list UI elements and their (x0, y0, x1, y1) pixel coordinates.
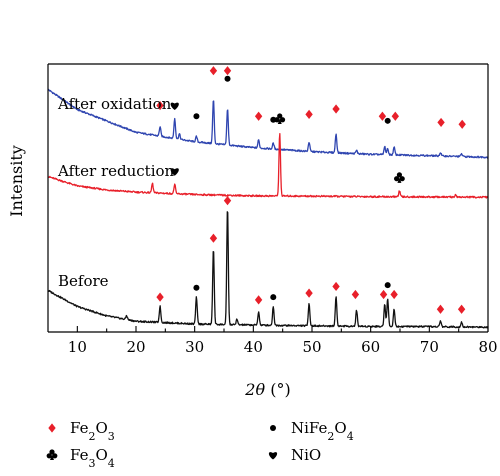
x-axis-title-italic: 2θ (244, 380, 265, 399)
peak-marker-before-fe2o3-13 (457, 304, 466, 314)
peak-marker-before-fe2o3-0 (156, 292, 164, 302)
legend-label-fe2o3: Fe2O3 (70, 419, 115, 443)
legend-label-nife2o4: NiFe2O4 (291, 419, 354, 443)
legend-label-fe2o3-base: Fe (70, 419, 89, 437)
legend-label-nife2o4-base: NiFe (291, 419, 328, 437)
curve-label-before: Before (58, 272, 109, 290)
peak-marker-after-oxidation-fe2o3-4 (223, 66, 232, 76)
peak-marker-after-oxidation-nife2o4-11 (384, 117, 391, 124)
peak-marker-after-oxidation-fe2o3-0 (156, 100, 164, 111)
series-line-before (47, 211, 489, 329)
x-tick-label-60: 60 (361, 338, 380, 356)
peak-marker-before-nife2o4-1 (193, 284, 200, 291)
peak-marker-after-oxidation-nife2o4-2 (193, 113, 200, 120)
peak-marker-after-oxidation-nife2o4-7 (270, 116, 277, 123)
peak-marker-after-oxidation-fe2o3-6 (254, 111, 263, 121)
curve-label-after-oxidation: After oxidation (57, 95, 172, 113)
x-tick-label-30: 30 (185, 338, 204, 356)
x-tick-label-10: 10 (68, 338, 87, 356)
peak-marker-before-nife2o4-9 (384, 282, 391, 289)
legend-label-nio: NiO (291, 446, 321, 464)
x-axis-title: 2θ (°) (244, 380, 290, 399)
peak-marker-after-oxidation-fe2o3-13 (437, 117, 445, 128)
legend-label-fe2o3-sub2: 3 (108, 430, 115, 443)
peak-marker-after-oxidation-fe2o3-10 (378, 111, 387, 121)
curve-label-after-reduction: After reduction (57, 162, 175, 180)
peak-marker-after-oxidation-fe2o3-3 (209, 66, 218, 76)
peak-marker-after-oxidation-nife2o4-5 (224, 75, 231, 82)
legend-label-fe3o4-sub1: 3 (88, 457, 95, 470)
peak-marker-before-fe2o3-6 (305, 288, 313, 298)
peak-marker-before-fe2o3-4 (254, 295, 263, 305)
x-axis-title-unit: (°) (265, 380, 291, 399)
legend-label-nife2o4-mid: O (334, 419, 346, 437)
peak-marker-after-oxidation-fe2o3-12 (391, 111, 399, 121)
peak-marker-before-fe2o3-2 (209, 233, 218, 243)
legend-label-fe2o3-mid: O (95, 419, 107, 437)
peak-marker-before-nife2o4-5 (270, 294, 277, 301)
peak-marker-after-reduction-nio-0 (170, 168, 179, 176)
legend-label-fe3o4-sub2: 4 (108, 457, 115, 470)
x-tick-label-80: 80 (478, 338, 497, 356)
peak-marker-before-fe2o3-3 (223, 196, 232, 206)
legend-label-fe3o4-mid: O (95, 446, 107, 464)
peak-marker-after-oxidation-fe2o3-14 (458, 119, 466, 129)
x-tick-label-20: 20 (126, 338, 145, 356)
legend-symbol-nife2o4 (270, 425, 276, 431)
legend-label-nio-base: NiO (291, 446, 321, 464)
peak-marker-before-fe2o3-11 (390, 289, 398, 300)
peak-marker-before-fe2o3-8 (351, 289, 360, 300)
legend-label-nife2o4-sub2: 4 (347, 430, 354, 443)
peak-marker-before-fe2o3-10 (379, 289, 388, 300)
plot-area: After oxidation After reduction Before (47, 66, 489, 329)
x-axis: 10 20 30 40 50 60 70 80 (47, 63, 498, 356)
legend-symbol-fe3o4 (46, 449, 58, 460)
legend-label-nife2o4-sub1: 2 (327, 430, 334, 443)
legend-label-fe3o4-base: Fe (70, 446, 89, 464)
peak-marker-after-oxidation-fe2o3-9 (332, 104, 340, 114)
series-line-after-oxidation (47, 88, 489, 159)
peak-marker-after-oxidation-fe2o3-8 (305, 109, 313, 119)
series-line-after-reduction (47, 133, 489, 199)
x-tick-label-50: 50 (302, 338, 321, 356)
peak-marker-before-fe2o3-7 (332, 281, 340, 292)
legend-label-fe2o3-sub1: 2 (88, 430, 95, 443)
legend-symbol-fe2o3 (48, 423, 56, 433)
y-axis-title: Intensity (7, 145, 26, 217)
peak-marker-after-reduction-fe3o4-2 (394, 172, 405, 183)
x-tick-label-40: 40 (244, 338, 263, 356)
legend-symbol-nio (268, 452, 278, 460)
legend-label-fe3o4: Fe3O4 (70, 446, 115, 470)
x-tick-label-70: 70 (420, 338, 439, 356)
peak-marker-after-oxidation-nio-1 (170, 102, 179, 111)
peak-marker-after-reduction-fe3o4-1 (274, 113, 286, 124)
peak-marker-before-fe2o3-12 (436, 304, 445, 314)
